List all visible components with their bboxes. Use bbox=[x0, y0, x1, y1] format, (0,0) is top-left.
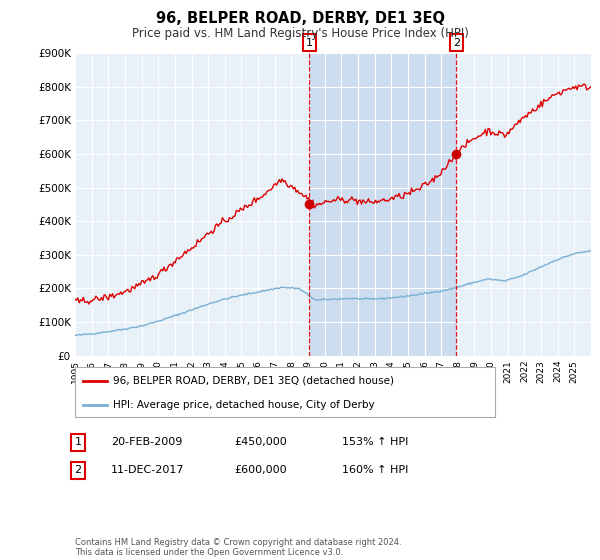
Text: Contains HM Land Registry data © Crown copyright and database right 2024.
This d: Contains HM Land Registry data © Crown c… bbox=[75, 538, 401, 557]
Text: 20-FEB-2009: 20-FEB-2009 bbox=[111, 437, 182, 447]
Text: 11-DEC-2017: 11-DEC-2017 bbox=[111, 465, 185, 475]
Text: HPI: Average price, detached house, City of Derby: HPI: Average price, detached house, City… bbox=[113, 400, 374, 409]
Text: 2: 2 bbox=[453, 38, 460, 48]
Bar bbox=[310, 53, 457, 356]
Text: £450,000: £450,000 bbox=[234, 437, 287, 447]
Text: 1: 1 bbox=[306, 38, 313, 48]
Text: £600,000: £600,000 bbox=[234, 465, 287, 475]
Text: 1: 1 bbox=[74, 437, 82, 447]
Text: 96, BELPER ROAD, DERBY, DE1 3EQ: 96, BELPER ROAD, DERBY, DE1 3EQ bbox=[155, 11, 445, 26]
Text: 153% ↑ HPI: 153% ↑ HPI bbox=[342, 437, 409, 447]
Text: 96, BELPER ROAD, DERBY, DE1 3EQ (detached house): 96, BELPER ROAD, DERBY, DE1 3EQ (detache… bbox=[113, 376, 394, 386]
Text: 160% ↑ HPI: 160% ↑ HPI bbox=[342, 465, 409, 475]
Text: Price paid vs. HM Land Registry's House Price Index (HPI): Price paid vs. HM Land Registry's House … bbox=[131, 27, 469, 40]
Text: 2: 2 bbox=[74, 465, 82, 475]
